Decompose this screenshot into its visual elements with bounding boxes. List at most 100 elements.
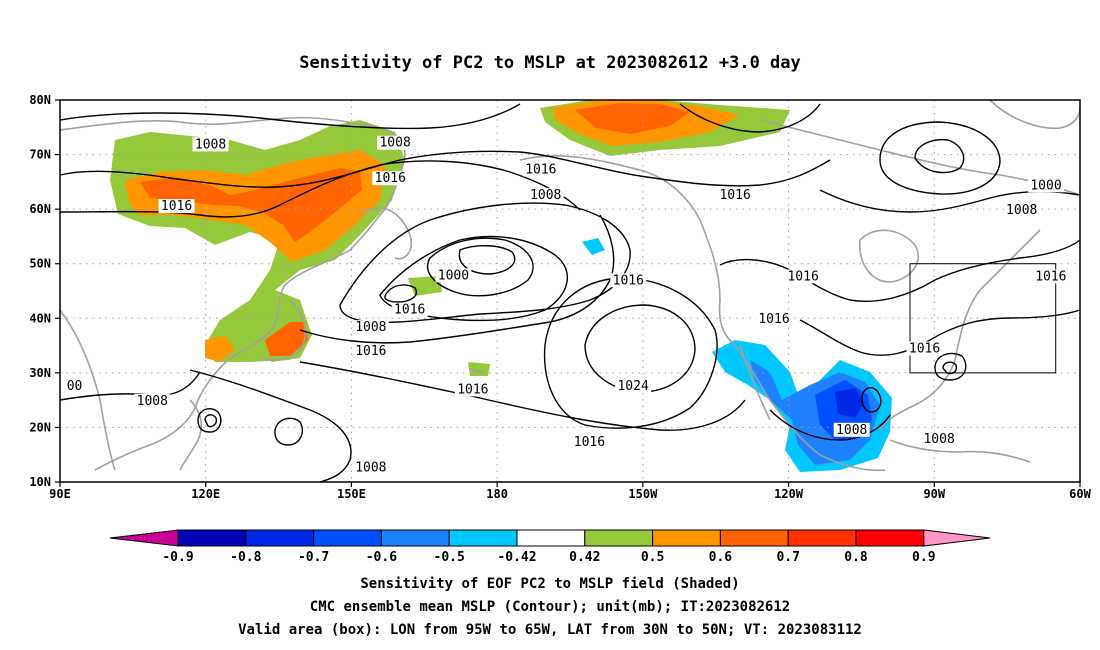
contour-label-bg	[1028, 178, 1064, 193]
colorbar-low-arrow	[109, 529, 179, 547]
lat-label: 60N	[29, 202, 51, 216]
map-frame	[59, 99, 1081, 483]
contour-1016-north	[59, 150, 831, 188]
contour-label: 1008	[137, 394, 168, 409]
colorbar-tick-label: -0.7	[298, 550, 329, 565]
contour-1016-canada	[719, 239, 1081, 302]
shading-green-pacific-small	[468, 362, 490, 376]
colorbar-swatch	[719, 529, 789, 547]
contour-label: 1016	[355, 344, 386, 359]
contour-label: 1016	[613, 273, 644, 288]
lon-label: 150W	[628, 487, 658, 501]
contour-label: 1008	[355, 460, 386, 475]
colorbar-swatch	[516, 529, 586, 547]
contour-label-bg	[522, 162, 559, 177]
lon-label: 120W	[774, 487, 804, 501]
colorbar-tick-label: 0.6	[709, 550, 733, 565]
colorbar-tick-label: 0.8	[844, 550, 868, 565]
shading-cyan-gulf-alaska	[582, 238, 605, 255]
colorbar-swatch	[855, 529, 925, 547]
contour-low-center-inner	[458, 245, 516, 275]
mslp-contours	[59, 103, 1081, 483]
colorbar-tick-label: 0.7	[776, 550, 799, 565]
coastline-japan	[261, 299, 306, 361]
colorbar-tick-label: -0.42	[497, 550, 536, 565]
lat-label: 50N	[29, 257, 51, 271]
colorbar-tick-label: 0.42	[569, 550, 600, 565]
contour-label-bg	[610, 273, 647, 288]
contour-label-bg	[833, 422, 870, 437]
contour-label: 1016	[525, 162, 556, 177]
contour-label: 1016	[719, 188, 750, 203]
contour-label: 1008	[379, 136, 410, 151]
colorbar-swatch	[177, 529, 247, 547]
contour-1016-pacific	[299, 214, 615, 344]
coastline-kamchatka	[359, 207, 413, 260]
contour-label: 1016	[574, 435, 605, 450]
contour-label-bg	[372, 171, 409, 186]
contour-1008-south	[189, 369, 352, 483]
coastline-east-asia	[94, 249, 351, 471]
contour-label: 1008	[836, 423, 867, 438]
footer-line-1: Sensitivity of EOF PC2 to MSLP field (Sh…	[360, 576, 739, 592]
contour-lows-philippines-inner	[204, 414, 218, 428]
contour-label: 1024	[617, 379, 648, 394]
colorbar-swatch	[380, 529, 450, 547]
lon-label: 60W	[1069, 487, 1091, 501]
contour-label-bg	[527, 188, 564, 203]
colorbar-high-arrow	[923, 529, 991, 547]
coastline-philippines	[179, 399, 202, 471]
contour-label: 1016	[909, 341, 940, 356]
contour-label-bg	[158, 199, 195, 214]
contour-mexico-low	[861, 387, 882, 413]
contour-label: 1016	[375, 171, 406, 186]
contour-low-pacific-west	[274, 417, 304, 446]
colorbar-tick-label: 0.9	[912, 550, 935, 565]
longitude-axis: 90E 120E 150E 180 150W 120W 90W 60W	[49, 482, 1092, 501]
contour-label: 1016	[457, 382, 488, 397]
lat-label: 40N	[29, 311, 51, 325]
contour-label: 1008	[1006, 203, 1037, 218]
colorbar: -0.9 -0.8 -0.7 -0.6 -0.5 -0.42 0.42 0.5 0.6 0.7 0.…	[109, 529, 991, 565]
shading-darkorange-east-asia	[140, 168, 362, 242]
contour-arctic	[679, 103, 821, 133]
colorbar-swatch	[584, 529, 654, 547]
contour-1008-north	[59, 103, 521, 130]
lat-label: 70N	[29, 148, 51, 162]
contour-lows-philippines	[197, 408, 222, 433]
colorbar-tick-label: -0.9	[162, 550, 193, 565]
coastline-baja	[739, 344, 771, 421]
colorbar-tick-label: 0.5	[641, 550, 664, 565]
contour-label: 1016	[1035, 269, 1066, 284]
contour-label: 1016	[161, 199, 192, 214]
contour-label-bg	[64, 379, 85, 394]
contour-label: 1016	[787, 269, 818, 284]
coastline-greenland	[989, 99, 1081, 130]
coastline-north-america-west	[734, 344, 886, 472]
shading-darkblue-mexico	[835, 388, 864, 418]
colorbar-tick-label: -0.5	[434, 550, 465, 565]
contour-east-coast-low	[934, 352, 967, 381]
contour-label-bg	[921, 432, 958, 447]
contour-label-bg	[391, 302, 428, 317]
lon-label: 120E	[191, 487, 220, 501]
contour-label-bg	[454, 382, 491, 397]
contour-low-center	[427, 237, 534, 297]
shading-darkorange-alaska	[575, 103, 690, 134]
lat-label: 10N	[29, 475, 51, 489]
contour-label-bg	[435, 268, 472, 283]
contour-label-bg	[717, 188, 754, 203]
contour-label-bg	[352, 460, 389, 475]
contour-1016-south	[299, 361, 746, 431]
contour-label: 1008	[923, 432, 954, 447]
lon-label: 90E	[49, 487, 71, 501]
colorbar-swatch	[448, 529, 518, 547]
contour-label-bg	[1003, 202, 1040, 217]
contour-1016-high	[543, 277, 718, 429]
lat-label: 80N	[29, 93, 51, 107]
contour-label-bg	[1032, 269, 1069, 284]
coastline-alaska	[519, 155, 736, 346]
colorbar-swatch	[652, 529, 721, 547]
shading-orange-japan	[265, 322, 308, 356]
